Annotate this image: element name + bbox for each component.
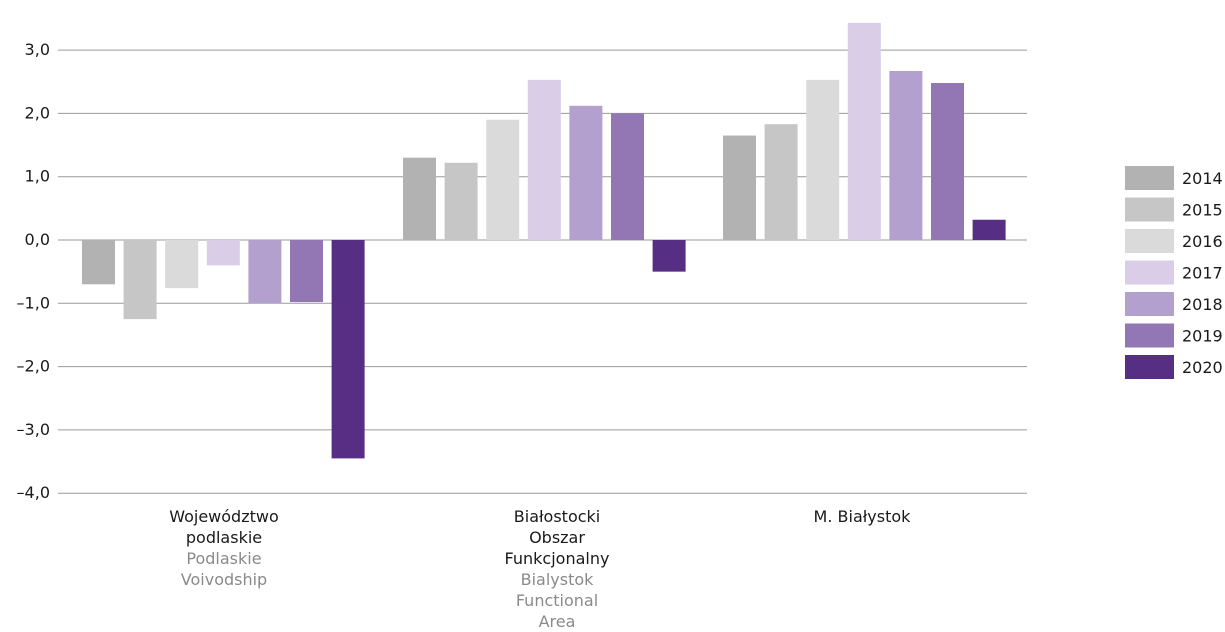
y-tick-label: 1,0 <box>25 167 50 186</box>
legend-swatch-2014 <box>1125 166 1174 190</box>
category-label-en: Voivodship <box>181 570 267 589</box>
y-tick-label: –4,0 <box>17 483 50 502</box>
category-label: Funkcjonalny <box>505 549 610 568</box>
bar-2016-1 <box>486 119 520 240</box>
bar-2019-1 <box>611 113 644 240</box>
legend-swatch-2018 <box>1125 292 1174 316</box>
legend-label-2018: 2018 <box>1182 295 1223 314</box>
legend-swatch-2019 <box>1125 323 1174 348</box>
category-label: Obszar <box>529 528 585 547</box>
y-tick-label: 3,0 <box>25 40 50 59</box>
bars <box>82 22 1006 459</box>
bar-2018-0 <box>248 240 282 304</box>
category-label: podlaskie <box>186 528 262 547</box>
legend-label-2019: 2019 <box>1182 327 1223 346</box>
y-tick-label: –3,0 <box>17 420 50 439</box>
category-label-en: Area <box>539 612 576 631</box>
category-label: Białostocki <box>514 507 600 526</box>
bar-2019-0 <box>290 240 323 303</box>
legend-swatch-2020 <box>1125 355 1174 379</box>
bar-2014-0 <box>82 240 115 285</box>
bar-2020-1 <box>652 240 686 272</box>
bar-2020-0 <box>331 240 365 459</box>
legend-label-2014: 2014 <box>1182 169 1223 188</box>
category-label-en: Functional <box>516 591 598 610</box>
bar-2016-2 <box>806 79 840 240</box>
bar-2015-2 <box>764 124 798 240</box>
category-label: Województwo <box>169 507 279 526</box>
legend-swatch-2016 <box>1125 229 1174 253</box>
category-label: M. Białystok <box>814 507 912 526</box>
category-label-en: Podlaskie <box>186 549 261 568</box>
y-tick-label: –2,0 <box>17 357 50 376</box>
legend-swatch-2017 <box>1125 260 1174 285</box>
bar-2017-1 <box>527 79 561 240</box>
category-labels: Województwo podlaskie Podlaskie Voivodship B… <box>169 507 911 631</box>
y-axis-ticks: 3,0 2,0 1,0 0,0 –1,0 –2,0 –3,0 –4,0 <box>17 40 50 502</box>
bar-2019-2 <box>931 83 964 241</box>
bar-2020-2 <box>972 219 1006 240</box>
bar-2018-2 <box>889 70 923 240</box>
bar-2015-1 <box>444 162 478 240</box>
bar-2017-0 <box>206 240 240 266</box>
bar-2014-2 <box>723 135 756 240</box>
legend: 2014 2015 2016 2017 2018 2019 2020 <box>1125 166 1223 379</box>
bar-2015-0 <box>123 240 157 320</box>
bar-2018-1 <box>569 105 603 240</box>
legend-label-2017: 2017 <box>1182 264 1223 283</box>
legend-label-2020: 2020 <box>1182 358 1223 377</box>
bar-2017-2 <box>847 22 881 241</box>
y-tick-label: 2,0 <box>25 103 50 122</box>
y-tick-label: –1,0 <box>17 293 50 312</box>
y-tick-label: 0,0 <box>25 230 50 249</box>
bar-2016-0 <box>165 240 199 289</box>
category-label-en: Bialystok <box>521 570 595 589</box>
legend-label-2015: 2015 <box>1182 201 1223 220</box>
legend-label-2016: 2016 <box>1182 232 1223 251</box>
bar-2014-1 <box>403 157 436 240</box>
legend-swatch-2015 <box>1125 197 1174 222</box>
